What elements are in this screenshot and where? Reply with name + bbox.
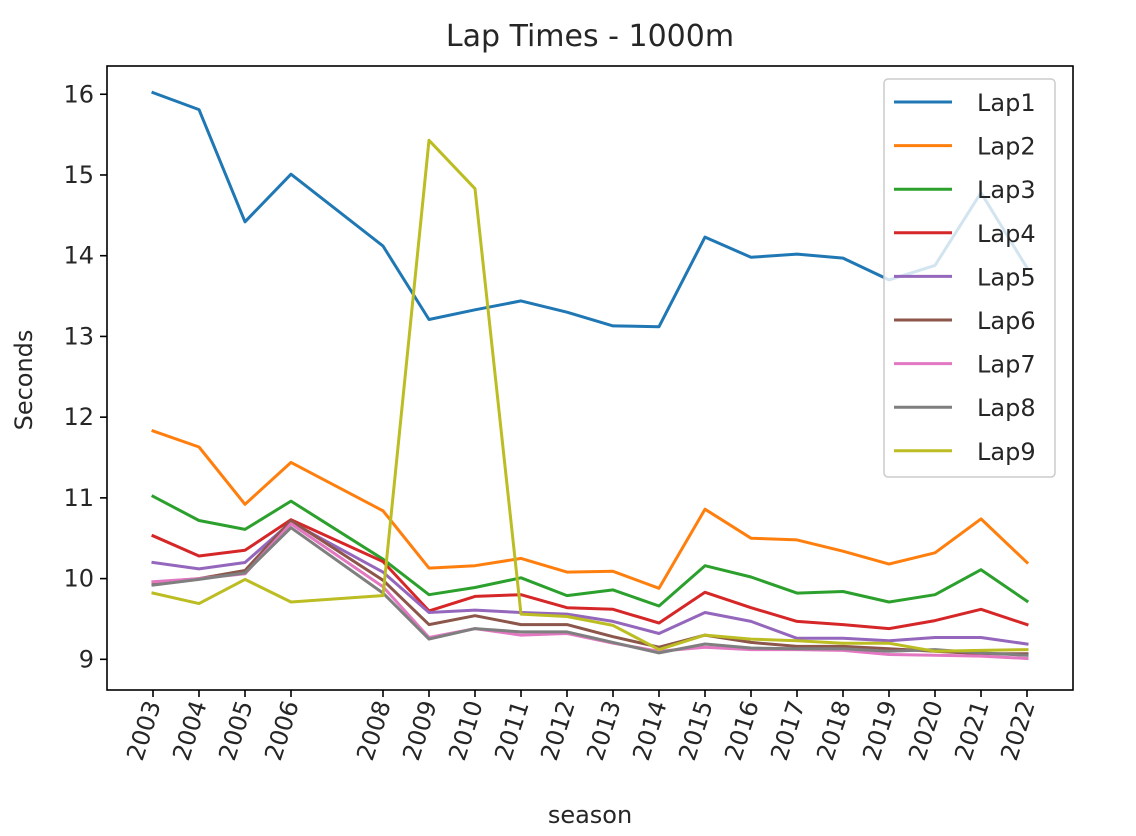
legend-label-lap4: Lap4 xyxy=(977,220,1036,248)
legend: Lap1 Lap2 Lap3 Lap4 Lap5 Lap6 Lap7 Lap8 Lap9 xyxy=(883,78,1056,478)
x-axis-label: season xyxy=(548,801,632,829)
legend-label-lap3: Lap3 xyxy=(977,176,1036,204)
legend-label-lap8: Lap8 xyxy=(977,394,1036,422)
y-tick-label: 10 xyxy=(63,565,94,593)
chart-title: Lap Times - 1000m xyxy=(446,19,734,54)
series-line-lap6 xyxy=(151,519,1029,656)
series-line-lap2 xyxy=(151,428,1030,590)
y-tick-label: 14 xyxy=(63,242,94,270)
legend-label-lap9: Lap9 xyxy=(977,438,1036,466)
legend-label-lap5: Lap5 xyxy=(977,263,1036,291)
series-line-lap8 xyxy=(151,526,1029,657)
series-layer xyxy=(150,90,1030,661)
y-tick-label: 9 xyxy=(79,645,94,673)
legend-label-lap1: Lap1 xyxy=(977,89,1036,117)
legend-label-lap7: Lap7 xyxy=(977,351,1036,379)
y-tick-label: 11 xyxy=(63,484,94,512)
y-tick-label: 16 xyxy=(63,80,94,108)
y-tick-label: 15 xyxy=(63,161,94,189)
legend-label-lap6: Lap6 xyxy=(977,307,1036,335)
y-tick-label: 12 xyxy=(63,403,94,431)
series-line-lap3 xyxy=(150,494,1030,608)
y-tick-label: 13 xyxy=(63,322,94,350)
y-axis-label: Seconds xyxy=(10,330,38,431)
plot-frame xyxy=(106,65,1074,691)
series-line-lap9 xyxy=(151,138,1029,653)
legend-box xyxy=(883,78,1056,478)
legend-label-lap2: Lap2 xyxy=(977,133,1036,161)
